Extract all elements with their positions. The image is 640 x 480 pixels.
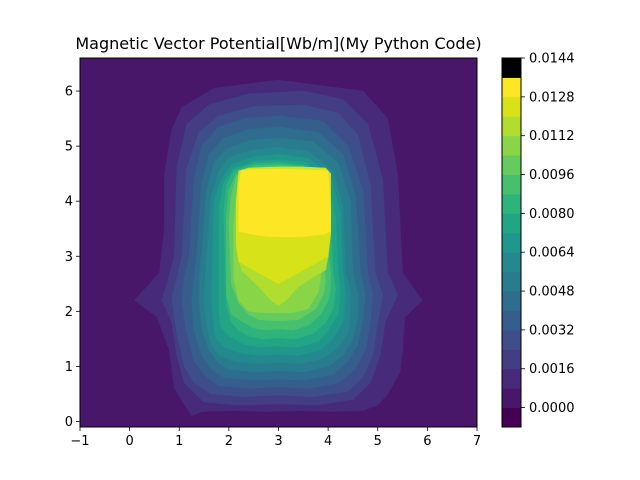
colorbar-band: [502, 77, 521, 98]
x-axis: −1 0 1 2 3 4 5 6 7: [70, 427, 481, 449]
x-tick-label: 5: [374, 434, 382, 449]
colorbar-tick-label: 0.0112: [529, 129, 575, 144]
colorbar-ticks: 0.0000 0.0016 0.0032 0.0048 0.0064 0.0080 0.00…: [521, 52, 575, 416]
colorbar-band: [502, 232, 521, 253]
colorbar: [502, 58, 521, 428]
colorbar-band: [502, 96, 521, 117]
y-tick-label: 6: [65, 85, 73, 100]
colorbar-band: [502, 193, 521, 214]
x-tick-label: 2: [225, 434, 233, 449]
colorbar-tick-label: 0.0144: [529, 52, 575, 67]
x-tick-label: 7: [473, 434, 481, 449]
x-tick-label: 0: [125, 434, 133, 449]
plot-area: [80, 58, 477, 427]
colorbar-band: [502, 349, 521, 370]
colorbar-tick-label: 0.0128: [529, 90, 575, 105]
colorbar-band: [502, 116, 521, 137]
y-axis: 0 1 2 3 4 5 6: [65, 85, 80, 430]
colorbar-band: [502, 135, 521, 156]
colorbar-band: [502, 174, 521, 195]
colorbar-band: [502, 213, 521, 234]
colorbar-tick-label: 0.0032: [529, 323, 575, 338]
colorbar-frame: [501, 57, 522, 428]
x-tick-label: 6: [423, 434, 431, 449]
colorbar-tick-label: 0.0000: [529, 401, 575, 416]
colorbar-tick-label: 0.0064: [529, 246, 575, 261]
colorbar-tick-label: 0.0080: [529, 207, 575, 222]
colorbar-band: [502, 368, 521, 389]
colorbar-band: [502, 291, 521, 311]
contour-region-16: [238, 169, 331, 238]
y-tick-label: 5: [65, 140, 73, 155]
colorbar-band: [502, 388, 521, 409]
colorbar-band: [502, 155, 521, 176]
colorbar-band: [502, 310, 521, 331]
colorbar-band: [502, 407, 521, 428]
x-tick-label: 3: [274, 434, 282, 449]
colorbar-band: [502, 329, 521, 350]
y-tick-label: 3: [65, 250, 73, 265]
colorbar-band: [502, 271, 521, 292]
colorbar-tick-label: 0.0048: [529, 285, 575, 300]
chart-title: Magnetic Vector Potential[Wb/m](My Pytho…: [75, 34, 481, 53]
y-tick-label: 2: [65, 305, 73, 320]
y-tick-label: 1: [65, 360, 73, 375]
x-tick-label: 4: [324, 434, 332, 449]
colorbar-tick-label: 0.0096: [529, 168, 575, 183]
x-tick-label: −1: [70, 434, 89, 449]
colorbar-band: [502, 252, 521, 273]
colorbar-tick-label: 0.0016: [529, 362, 575, 377]
colorbar-band: [502, 58, 521, 78]
y-tick-label: 0: [65, 415, 73, 430]
x-tick-label: 1: [175, 434, 183, 449]
y-tick-label: 4: [65, 195, 73, 210]
